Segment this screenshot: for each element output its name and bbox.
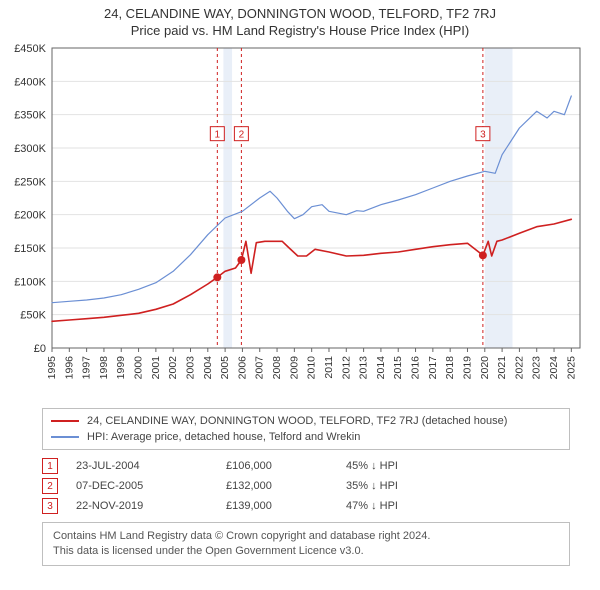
x-tick-label: 2011: [323, 356, 335, 379]
legend-label: HPI: Average price, detached house, Telf…: [87, 431, 360, 443]
x-tick-label: 1997: [81, 356, 93, 380]
marker-badge: 3: [42, 498, 58, 514]
y-tick-label: £50K: [20, 310, 46, 322]
marker-date: 22-NOV-2019: [76, 500, 226, 512]
marker-date: 23-JUL-2004: [76, 460, 226, 472]
x-tick-label: 2013: [358, 356, 370, 380]
x-tick-label: 2006: [236, 356, 248, 380]
y-tick-label: £200K: [14, 210, 46, 222]
marker-price: £139,000: [226, 500, 346, 512]
x-tick-label: 2008: [271, 356, 283, 380]
x-tick-label: 2012: [340, 356, 352, 380]
y-tick-label: £0: [34, 343, 46, 355]
x-tick-label: 2023: [531, 356, 543, 380]
legend-label: 24, CELANDINE WAY, DONNINGTON WOOD, TELF…: [87, 415, 507, 427]
marker-badge: 1: [42, 458, 58, 474]
x-tick-label: 2015: [392, 356, 404, 380]
x-tick-label: 1999: [115, 356, 127, 380]
series-point: [479, 251, 487, 259]
marker-badge: 2: [42, 478, 58, 494]
chart-svg: £0 £50K £100K £150K £200K £250K £300K £350K £400…: [0, 42, 600, 402]
marker-badge-label: 2: [239, 130, 245, 141]
x-tick-label: 2007: [254, 356, 266, 380]
footnote-line: Contains HM Land Registry data © Crown c…: [53, 529, 559, 544]
x-tick-label: 1995: [46, 356, 58, 380]
x-tick-label: 1996: [63, 356, 75, 380]
x-tick-label: 2024: [548, 356, 560, 380]
x-tick-label: 2005: [219, 356, 231, 380]
x-tick-label: 2003: [184, 356, 196, 380]
legend-swatch: [51, 436, 79, 438]
x-tick-label: 2020: [479, 356, 491, 380]
marker-table: 1 23-JUL-2004£106,00045% ↓ HPI 2 07-DEC-200…: [42, 456, 570, 516]
series-point: [237, 256, 245, 264]
x-tick-label: 2004: [202, 356, 214, 380]
x-tick-label: 2025: [565, 356, 577, 380]
series-point: [213, 273, 221, 281]
legend-row: HPI: Average price, detached house, Telf…: [51, 429, 561, 445]
y-tick-label: £250K: [14, 176, 46, 188]
y-tick-label: £150K: [14, 243, 46, 255]
y-tick-label: £300K: [14, 143, 46, 155]
marker-delta: 47% ↓ HPI: [346, 500, 398, 512]
x-tick-label: 2010: [306, 356, 318, 380]
marker-badge-label: 3: [480, 130, 486, 141]
marker-badge-label: 1: [215, 130, 221, 141]
x-tick-label: 2018: [444, 356, 456, 380]
x-tick-label: 2001: [150, 356, 162, 380]
x-tick-label: 2022: [513, 356, 525, 380]
marker-price: £132,000: [226, 480, 346, 492]
x-tick-label: 2000: [133, 356, 145, 380]
y-tick-label: £400K: [14, 76, 46, 88]
footnote: Contains HM Land Registry data © Crown c…: [42, 522, 570, 566]
marker-row: 2 07-DEC-2005£132,00035% ↓ HPI: [42, 476, 570, 496]
x-tick-label: 1998: [98, 356, 110, 380]
marker-delta: 35% ↓ HPI: [346, 480, 398, 492]
x-tick-label: 2016: [410, 356, 422, 380]
x-tick-label: 2002: [167, 356, 179, 380]
x-tick-label: 2017: [427, 356, 439, 380]
chart-title: 24, CELANDINE WAY, DONNINGTON WOOD, TELF…: [0, 6, 600, 21]
shaded-band: [485, 48, 513, 348]
x-tick-label: 2021: [496, 356, 508, 380]
marker-row: 3 22-NOV-2019£139,00047% ↓ HPI: [42, 496, 570, 516]
x-tick-label: 2014: [375, 356, 387, 380]
y-tick-label: £100K: [14, 276, 46, 288]
marker-price: £106,000: [226, 460, 346, 472]
shaded-band: [223, 48, 232, 348]
legend-row: 24, CELANDINE WAY, DONNINGTON WOOD, TELF…: [51, 413, 561, 429]
chart-subtitle: Price paid vs. HM Land Registry's House …: [0, 23, 600, 38]
y-tick-label: £350K: [14, 110, 46, 122]
x-tick-label: 2009: [288, 356, 300, 380]
marker-delta: 45% ↓ HPI: [346, 460, 398, 472]
legend-swatch: [51, 420, 79, 422]
marker-date: 07-DEC-2005: [76, 480, 226, 492]
x-tick-label: 2019: [461, 356, 473, 380]
footnote-line: This data is licensed under the Open Gov…: [53, 544, 559, 559]
y-tick-label: £450K: [14, 43, 46, 55]
chart-area: £0 £50K £100K £150K £200K £250K £300K £350K £400…: [0, 42, 600, 402]
legend: 24, CELANDINE WAY, DONNINGTON WOOD, TELF…: [42, 408, 570, 450]
marker-row: 1 23-JUL-2004£106,00045% ↓ HPI: [42, 456, 570, 476]
